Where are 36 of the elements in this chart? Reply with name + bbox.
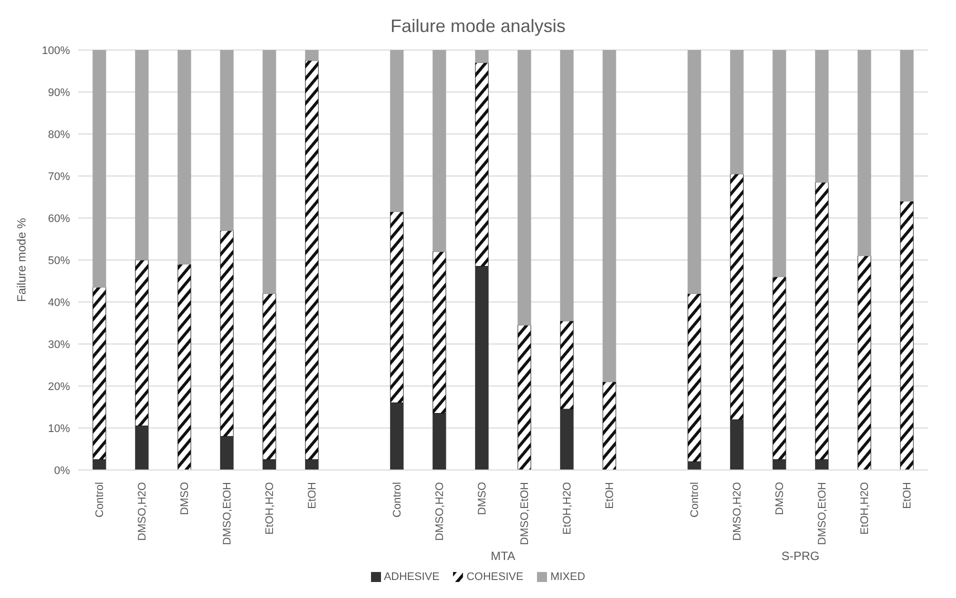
x-tick-label: DMSO bbox=[179, 482, 192, 515]
x-tick-label: EtOH,H2O bbox=[562, 482, 574, 535]
x-tick-label: DMSO bbox=[774, 482, 786, 515]
x-tick-label: Control bbox=[689, 482, 702, 518]
legend-label: COHESIVE bbox=[465, 571, 524, 583]
y-tick-label: 100% bbox=[42, 44, 70, 57]
y-tick-label: 10% bbox=[48, 422, 70, 435]
legend-label: ADHESIVE bbox=[382, 571, 440, 583]
x-tick-label: DMSO bbox=[476, 482, 489, 515]
x-tick-label: EtOH,H2O bbox=[264, 482, 276, 535]
y-tick-label: 90% bbox=[48, 86, 70, 99]
x-tick-label: DMSO,EtOH bbox=[816, 482, 829, 545]
x-tick-label: EtOH,H2O bbox=[859, 482, 872, 535]
y-tick-label: 80% bbox=[48, 128, 70, 141]
y-tick-label: 70% bbox=[48, 170, 70, 183]
x-tick-label: EtOH bbox=[902, 482, 914, 509]
y-tick-label: 30% bbox=[48, 338, 70, 351]
x-tick-label: Control bbox=[392, 482, 404, 518]
x-tick-label: DMSO,EtOH bbox=[519, 482, 532, 545]
text: S-PRG bbox=[780, 549, 820, 563]
y-tick-label: 0% bbox=[54, 464, 70, 477]
y-tick-label: 20% bbox=[48, 380, 70, 393]
x-tick-label: DMSO,H2O bbox=[732, 482, 744, 541]
x-tick-label: EtOH bbox=[306, 482, 319, 509]
y-tick-label: 40% bbox=[48, 296, 70, 309]
x-tick-label: EtOH bbox=[604, 482, 616, 509]
x-tick-label: DMSO,H2O bbox=[434, 482, 446, 541]
x-tick-label: Control bbox=[94, 482, 106, 518]
x-tick-label: DMSO,EtOH bbox=[222, 482, 234, 545]
x-tick-label: DMSO,H2O bbox=[136, 482, 149, 541]
text: MTA bbox=[490, 549, 516, 563]
chart-title: Failure mode analysis bbox=[389, 15, 567, 38]
y-tick-label: 60% bbox=[48, 212, 70, 225]
legend-label: MIXED bbox=[549, 571, 586, 583]
y-tick-label: 50% bbox=[48, 254, 70, 267]
y-axis-title: Failure mode % bbox=[14, 218, 28, 302]
